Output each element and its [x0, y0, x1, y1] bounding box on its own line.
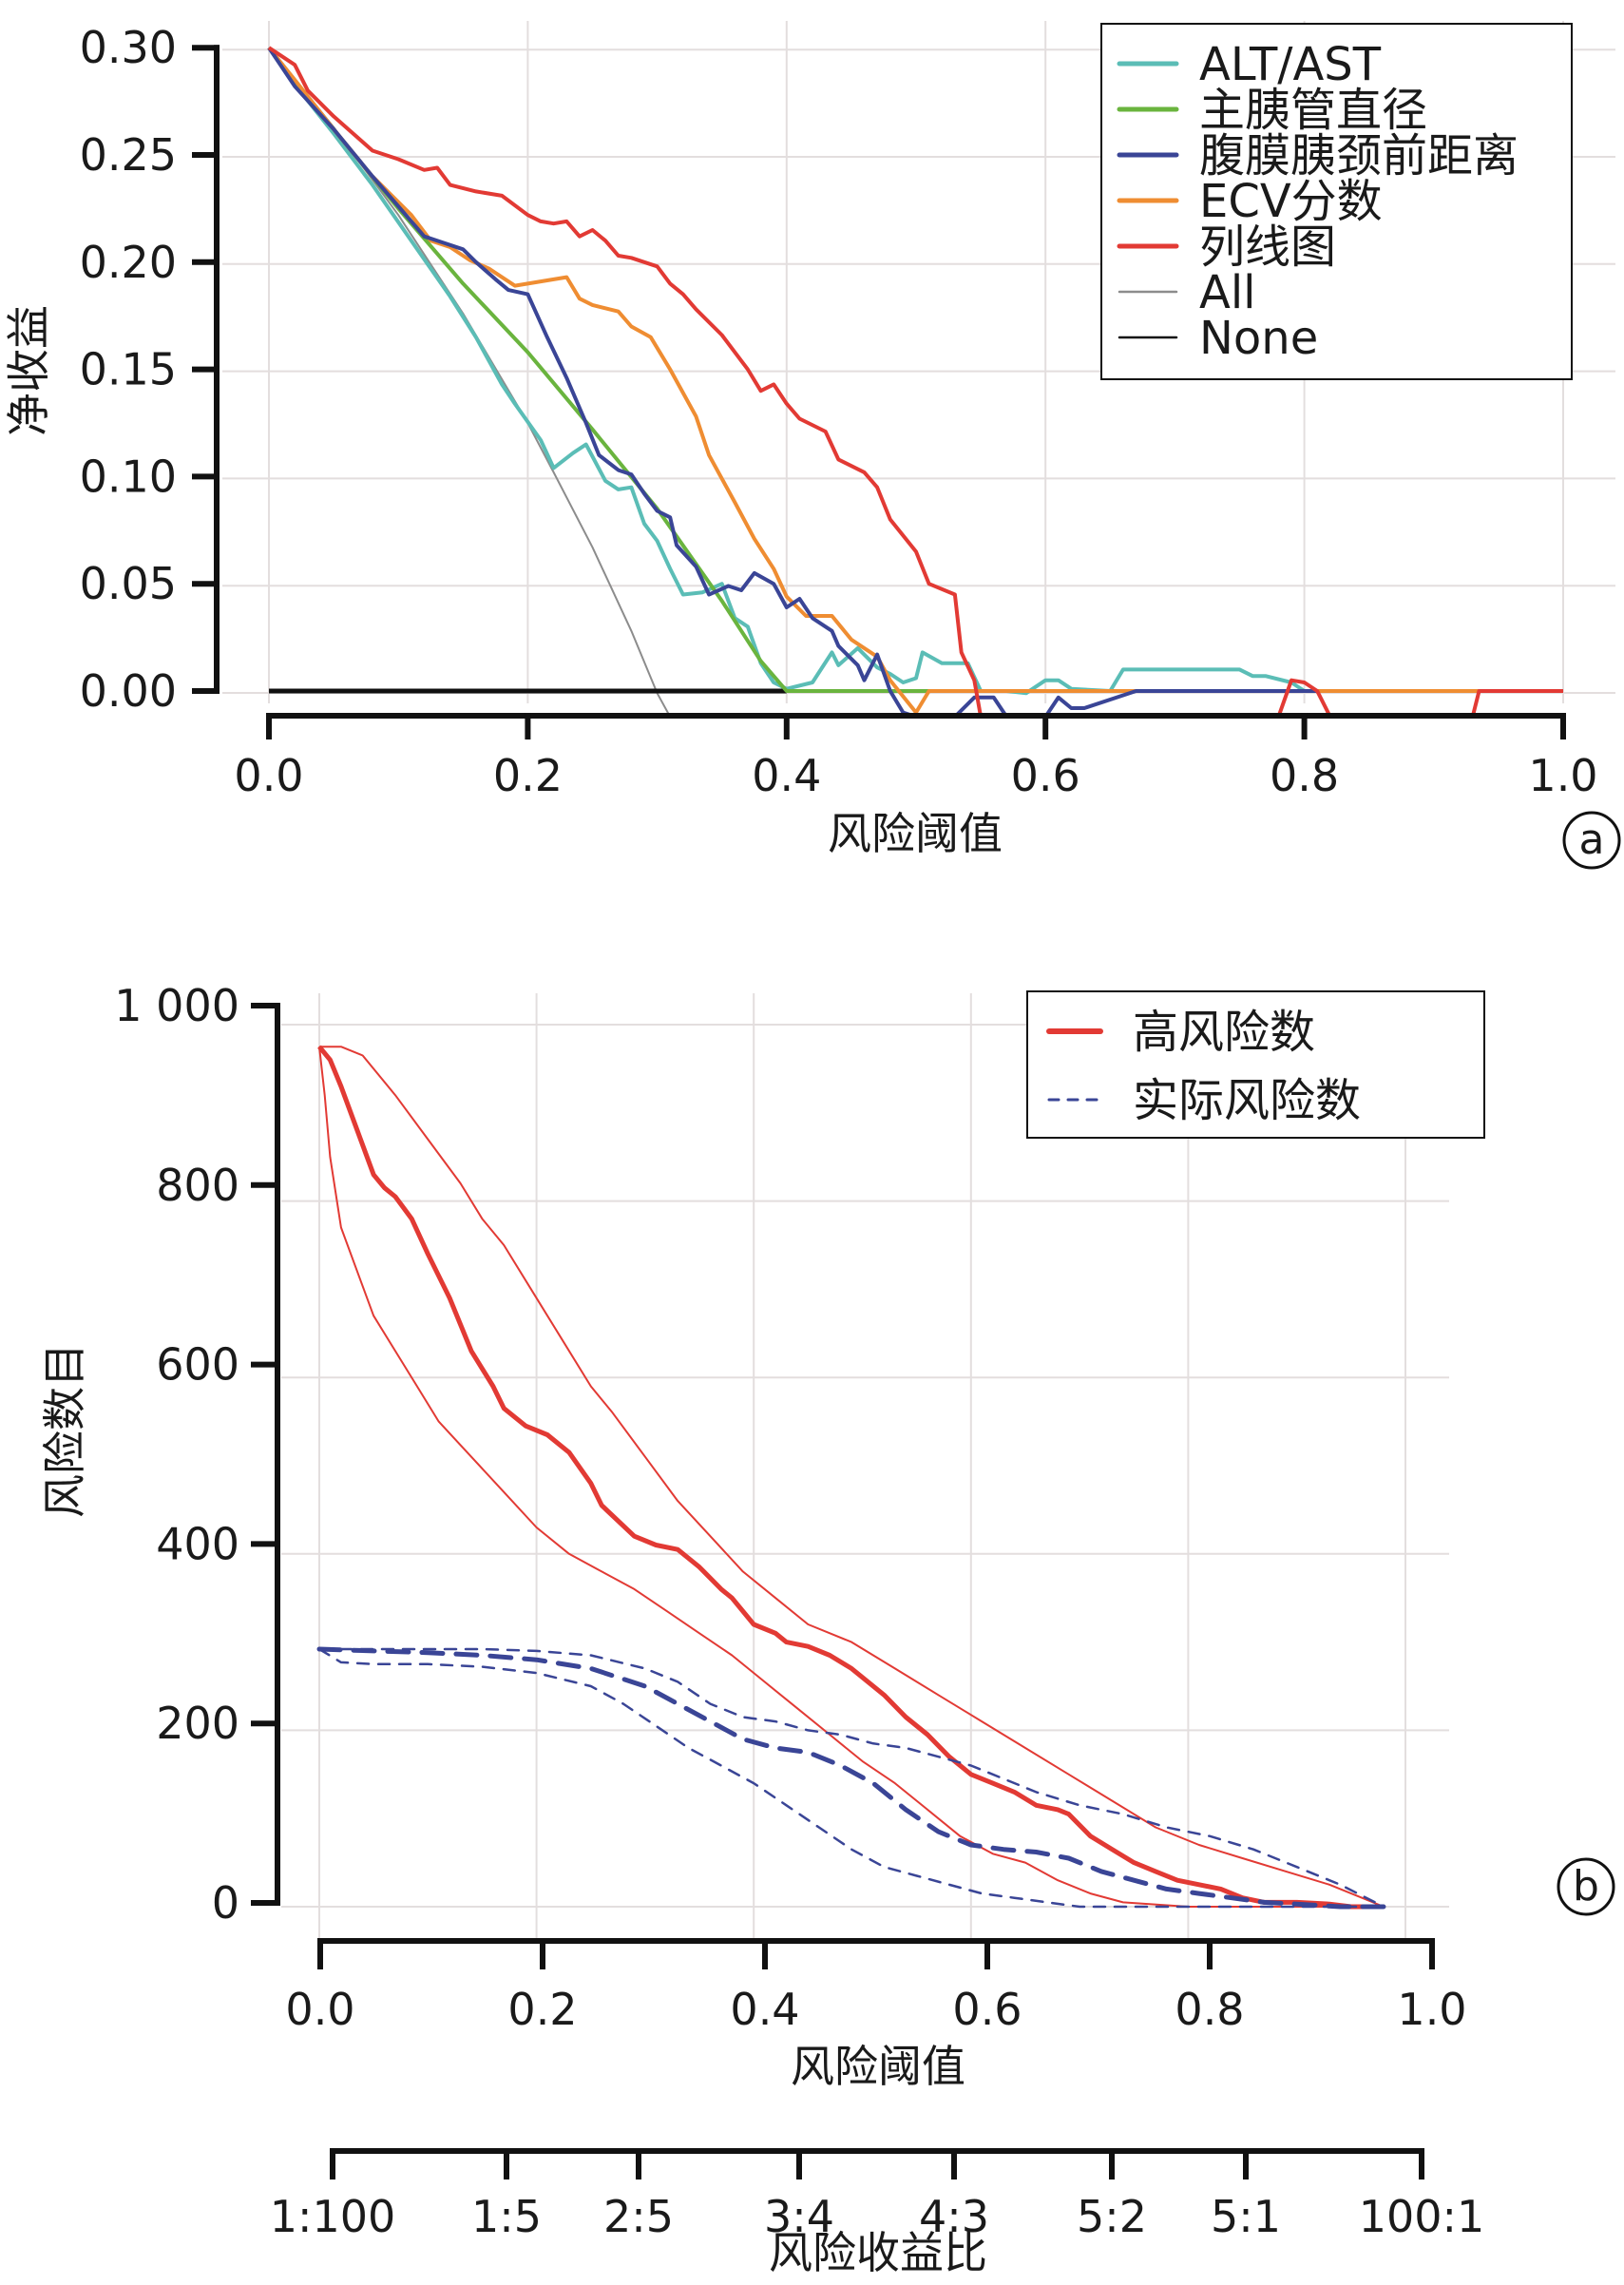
panel-b-y-tick-label: 600 [156, 1339, 239, 1391]
panel-b-line-series-4 [317, 1647, 1385, 1909]
panel-a-x-tick-label: 1.0 [1528, 750, 1597, 801]
panel-a-label: a [1562, 811, 1621, 870]
panel-a-legend-label: 腹膜胰颈前距离 [1199, 129, 1519, 182]
panel-b-legend-label: 高风险数 [1133, 1006, 1315, 1059]
panel-b-axes: 1 000 800 600 400 200 0 0.0 0.2 0.4 0.6 0.8 1.0 1:10… [114, 980, 1484, 2242]
panel-a-label-circle [1562, 811, 1621, 870]
panel-b-line-series-3 [316, 1646, 1386, 1910]
panel-b-series [316, 1045, 1386, 1910]
panel-a-net-benefit-chart: 0.30 0.25 0.20 0.15 0.10 0.05 0.00 0.0 0.2 0.4 0.6… [3, 21, 1621, 870]
panel-a-y-tick-label: 0.00 [80, 665, 177, 717]
panel-b-secondary-x-tick-label: 2:5 [603, 2191, 674, 2242]
panel-b-x-tick-label: 0.6 [952, 1984, 1022, 2035]
panel-b-line-series-1 [319, 1046, 1385, 1908]
panel-b-secondary-x-tick-label: 1:100 [270, 2191, 396, 2242]
panel-a-legend-label: ALT/AST [1199, 38, 1382, 91]
panel-b-gridlines [281, 993, 1449, 1939]
panel-a-x-tick-label: 0.0 [234, 750, 303, 801]
panel-a-axes: 0.30 0.25 0.20 0.15 0.10 0.05 0.00 0.0 0.2 0.4 0.6… [80, 22, 1598, 801]
panel-b-y-tick-label: 400 [156, 1518, 239, 1569]
panel-b-secondary-x-tick-label: 100:1 [1359, 2191, 1485, 2242]
panel-b-x-tick-label: 0.2 [507, 1984, 577, 2035]
panel-b-secondary-x-tick-label: 3:4 [764, 2191, 834, 2242]
panel-a-y-tick-label: 0.20 [80, 237, 177, 288]
panel-b-secondary-x-tick-label: 5:1 [1211, 2191, 1281, 2242]
panel-b-risk-count-chart: 1 000 800 600 400 200 0 0.0 0.2 0.4 0.6 0.8 1.0 1:10… [39, 980, 1615, 2278]
panel-a-x-tick-label: 0.8 [1270, 750, 1339, 801]
panel-a-legend-label: 列线图 [1199, 221, 1336, 274]
panel-a-x-tick-label: 0.2 [493, 750, 563, 801]
panel-b-y-axis-title: 风险数目 [39, 1343, 90, 1518]
panel-b-legend-box [1026, 990, 1485, 1139]
panel-b-x-tick-label: 0.8 [1175, 1984, 1244, 2035]
panel-a-y-tick-label: 0.05 [80, 558, 177, 609]
panel-b-label-circle [1557, 1857, 1615, 1916]
panel-b-x-tick-label: 0.4 [730, 1984, 799, 2035]
panel-a-line-series-5 [268, 47, 670, 714]
panel-b-line-series-5 [317, 1647, 1385, 1909]
panel-b-secondary-x-tick-label: 4:3 [919, 2191, 989, 2242]
panel-a-y-axis-title: 净收益 [3, 305, 54, 436]
panel-b-secondary-x-axis-title: 风险收益比 [769, 2227, 987, 2278]
panel-a-legend-box [1100, 23, 1573, 380]
panel-a-x-tick-label: 0.4 [752, 750, 821, 801]
panel-b-x-tick-label: 1.0 [1397, 1984, 1466, 2035]
panel-a-x-tick-label: 0.6 [1011, 750, 1080, 801]
panel-a-legend-label: None [1199, 312, 1318, 365]
panel-a-line-series-3 [267, 46, 1480, 714]
panel-a-y-tick-label: 0.10 [80, 451, 177, 502]
panel-b-secondary-x-tick-label: 5:2 [1077, 2191, 1147, 2242]
panel-b-x-axis-title: 风险阈值 [791, 2041, 965, 2092]
panel-b-line-series-0 [317, 1045, 1385, 1910]
panel-b-secondary-x-tick-label: 1:5 [471, 2191, 542, 2242]
panel-b-line-series-2 [318, 1046, 1385, 1908]
panel-a-line-series-4 [267, 46, 1563, 714]
panel-a-legend-label: All [1199, 266, 1256, 319]
panel-b-y-tick-label: 1 000 [114, 980, 239, 1031]
panel-b-y-tick-label: 0 [212, 1877, 239, 1929]
panel-b-x-tick-label: 0.0 [285, 1984, 354, 2035]
panel-a-line-series-2 [267, 47, 1318, 714]
panel-a-y-tick-label: 0.30 [80, 22, 177, 73]
panel-b-y-tick-label: 200 [156, 1698, 239, 1749]
panel-a-legend-label: 主胰管直径 [1199, 84, 1427, 137]
panel-a-y-tick-label: 0.25 [80, 129, 177, 181]
panel-b-label-text: b [1573, 1862, 1599, 1911]
panel-b-legend-label: 实际风险数 [1133, 1074, 1361, 1127]
panel-b-label: b [1557, 1857, 1615, 1916]
panel-a-y-tick-label: 0.15 [80, 344, 177, 395]
panel-b-y-tick-label: 800 [156, 1160, 239, 1211]
panel-a-x-axis-title: 风险阈值 [828, 808, 1003, 859]
panel-a-legend-label: ECV分数 [1199, 175, 1383, 228]
panel-a-series [267, 46, 1563, 714]
panel-a-label-text: a [1579, 816, 1605, 864]
